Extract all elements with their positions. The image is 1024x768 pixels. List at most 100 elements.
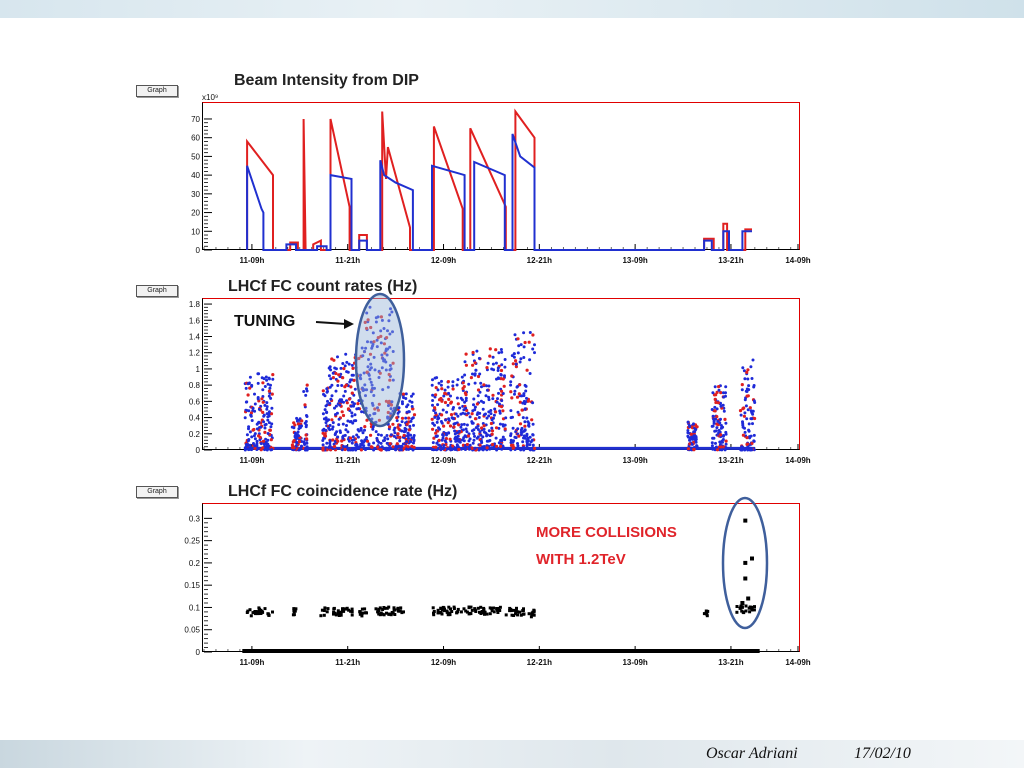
data-point-red xyxy=(296,422,300,426)
data-point xyxy=(334,613,338,617)
data-point xyxy=(363,607,367,611)
data-point-blue xyxy=(325,410,329,414)
data-point xyxy=(748,605,752,609)
data-point-blue xyxy=(472,432,476,436)
data-point-blue xyxy=(262,420,266,424)
data-point-blue xyxy=(445,410,449,414)
data-point-blue xyxy=(499,373,503,376)
data-point-blue xyxy=(340,384,344,387)
data-point xyxy=(476,606,480,610)
data-point-blue xyxy=(329,397,333,401)
data-point-red xyxy=(261,400,265,404)
data-point-blue xyxy=(369,340,373,344)
data-point-blue xyxy=(352,404,355,408)
data-point-blue xyxy=(362,440,366,444)
data-point-red xyxy=(402,433,406,438)
data-point xyxy=(744,604,748,608)
data-point-blue xyxy=(463,373,467,377)
data-point xyxy=(518,610,522,614)
data-point-red xyxy=(341,413,346,418)
data-point-blue xyxy=(412,441,415,445)
data-point-blue xyxy=(304,425,308,429)
chart-title-count-rates: LHCf FC count rates (Hz) xyxy=(228,278,418,295)
data-point-blue xyxy=(468,443,472,447)
data-point-blue xyxy=(715,407,719,411)
data-point-red xyxy=(325,448,329,452)
data-point-red xyxy=(446,421,450,425)
data-point-red xyxy=(509,390,513,394)
data-point-blue xyxy=(457,438,461,442)
data-point-red xyxy=(740,383,744,387)
data-point xyxy=(389,613,393,617)
data-point-red xyxy=(748,406,752,410)
data-point-blue xyxy=(255,422,259,426)
data-point-red xyxy=(351,366,355,370)
data-point-blue xyxy=(350,411,354,415)
data-point-red xyxy=(246,393,250,397)
data-point-red xyxy=(401,392,406,396)
x-tick-label: 11-21h xyxy=(335,456,360,465)
data-point-blue xyxy=(350,438,354,442)
data-point xyxy=(339,613,343,617)
data-point-blue xyxy=(302,390,306,393)
data-point-blue xyxy=(714,441,717,445)
data-point-red xyxy=(518,422,523,426)
data-point xyxy=(448,613,452,617)
data-point-red xyxy=(473,361,477,365)
data-point-red xyxy=(741,407,745,411)
data-point-blue xyxy=(411,392,415,396)
data-point-blue xyxy=(362,444,366,448)
data-point-blue xyxy=(711,391,715,395)
data-point-red xyxy=(501,409,505,413)
data-point-blue xyxy=(388,332,392,336)
data-point-red xyxy=(248,386,252,390)
data-point-blue xyxy=(694,428,698,432)
data-point-blue xyxy=(253,437,257,441)
data-point-blue xyxy=(724,391,727,395)
data-point-blue xyxy=(465,423,469,427)
data-point-red xyxy=(270,392,274,396)
data-point-blue xyxy=(394,448,397,452)
data-point-blue xyxy=(533,351,536,355)
data-point-blue xyxy=(481,445,484,449)
data-point-blue xyxy=(290,425,294,429)
data-point-red xyxy=(370,445,374,449)
data-point-blue xyxy=(527,422,531,425)
data-point-blue xyxy=(509,380,513,384)
data-point-red xyxy=(406,445,410,449)
data-point-blue xyxy=(476,411,480,415)
data-point xyxy=(259,611,263,615)
graph-button-3[interactable]: Graph xyxy=(136,486,178,498)
data-point xyxy=(748,610,752,614)
data-point-outlier xyxy=(740,601,745,605)
data-point xyxy=(379,611,383,615)
graph-button-1[interactable]: Graph xyxy=(136,85,178,97)
y-tick-label: 1.4 xyxy=(189,332,201,341)
data-point xyxy=(388,612,391,616)
data-point-blue xyxy=(746,377,750,381)
data-point-blue xyxy=(477,416,481,419)
data-point-blue xyxy=(516,444,520,448)
data-point xyxy=(473,607,477,611)
data-point-red xyxy=(741,433,746,437)
data-point-red xyxy=(470,446,474,450)
data-point-red xyxy=(412,445,416,449)
data-point-blue xyxy=(366,340,369,344)
data-point-red xyxy=(527,340,531,344)
data-point-blue xyxy=(404,416,408,420)
y-tick-label: 0.1 xyxy=(189,603,201,612)
data-point xyxy=(441,605,445,609)
data-point-blue xyxy=(383,436,387,440)
data-point xyxy=(467,606,471,610)
data-point-red xyxy=(369,433,373,437)
data-point-blue xyxy=(451,380,455,384)
data-point-red xyxy=(331,438,335,442)
data-point-blue xyxy=(473,381,477,385)
data-point-red xyxy=(331,376,335,380)
graph-button-2[interactable]: Graph xyxy=(136,285,178,297)
data-point-red xyxy=(520,408,524,412)
data-point-blue xyxy=(477,356,481,360)
data-point-blue xyxy=(370,346,374,350)
data-point-red xyxy=(377,402,381,406)
